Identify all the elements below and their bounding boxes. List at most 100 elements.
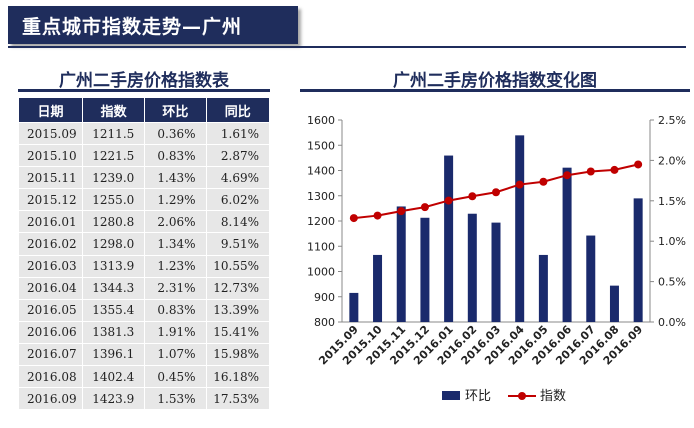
legend-marker-index <box>518 392 526 400</box>
left-tick-label: 1400 <box>307 165 335 178</box>
table-row: 2016.01 1280.8 2.06% 8.14% <box>18 210 271 234</box>
row-date: 2015.10 <box>18 144 83 168</box>
index-point <box>634 160 643 169</box>
bar-mom <box>420 217 430 322</box>
row-date: 2016.04 <box>18 276 83 300</box>
right-tick-label: 2.5% <box>658 114 686 127</box>
row-index: 1344.3 <box>81 276 146 300</box>
row-yoy: 8.14% <box>205 210 271 234</box>
row-mom: 0.45% <box>144 365 207 389</box>
legend-label-mom: 环比 <box>465 389 491 404</box>
table-title: 广州二手房价格指数表 <box>59 71 229 91</box>
row-date: 2015.09 <box>18 121 83 146</box>
row-yoy: 2.87% <box>205 144 271 168</box>
index-table: 日期 指数 环比 同比 2015.09 1211.5 0.36% 1.61% 2015.… <box>18 97 271 411</box>
row-mom: 2.06% <box>144 210 207 234</box>
bar-mom <box>562 167 572 322</box>
right-tick-label: 1.5% <box>658 195 686 208</box>
row-date: 2016.09 <box>18 387 83 411</box>
left-tick-label: 1300 <box>307 190 335 203</box>
row-date: 2016.01 <box>18 210 83 234</box>
row-yoy: 6.02% <box>205 188 271 212</box>
row-yoy: 4.69% <box>205 166 271 190</box>
bar-mom <box>444 155 454 322</box>
right-tick-label: 2.0% <box>658 154 686 167</box>
header-divider <box>8 46 686 48</box>
bar-mom <box>633 198 643 322</box>
table-row: 2016.09 1423.9 1.53% 17.53% <box>18 387 271 411</box>
bar-mom <box>396 206 406 322</box>
row-index: 1298.0 <box>81 232 146 256</box>
bar-mom <box>491 222 501 322</box>
bar-mom <box>467 213 477 322</box>
table-row: 2015.12 1255.0 1.29% 6.02% <box>18 188 271 212</box>
col-index-header: 指数 <box>81 97 146 123</box>
row-index: 1396.1 <box>81 342 146 367</box>
index-point <box>563 171 572 180</box>
row-date: 2016.02 <box>18 232 83 256</box>
page-title: 重点城市指数走势—广州 <box>22 16 243 38</box>
left-tick-label: 1100 <box>307 240 335 253</box>
row-date: 2016.07 <box>18 342 83 367</box>
row-mom: 1.91% <box>144 320 207 344</box>
index-point <box>515 180 524 189</box>
bar-mom <box>538 254 548 322</box>
right-tick-label: 1.0% <box>658 235 686 248</box>
left-tick-label: 1500 <box>307 139 335 152</box>
row-date: 2015.12 <box>18 188 83 212</box>
row-yoy: 17.53% <box>205 387 271 411</box>
index-point <box>492 188 500 197</box>
right-tick-label: 0.5% <box>658 276 686 289</box>
index-point <box>444 196 453 205</box>
row-date: 2015.11 <box>18 166 83 190</box>
bar-mom <box>586 235 596 322</box>
bar-mom <box>349 292 359 322</box>
index-point <box>586 167 595 176</box>
table-row: 2016.07 1396.1 1.07% 15.98% <box>18 342 271 367</box>
left-tick-label: 900 <box>314 291 335 304</box>
row-yoy: 12.73% <box>205 276 271 300</box>
row-yoy: 10.55% <box>205 254 271 278</box>
index-point <box>468 192 477 201</box>
index-point <box>397 207 406 216</box>
row-index: 1423.9 <box>81 387 146 411</box>
table-title-underline <box>18 89 270 92</box>
chart-title-underline <box>300 89 690 92</box>
index-point <box>420 203 429 212</box>
legend-label-index: 指数 <box>540 389 566 404</box>
row-yoy: 1.61% <box>205 121 271 146</box>
index-point <box>373 211 382 220</box>
row-index: 1221.5 <box>81 144 146 168</box>
header-bar: 重点城市指数走势—广州 <box>8 6 298 44</box>
index-point <box>349 214 358 223</box>
row-index: 1255.0 <box>81 188 146 212</box>
row-index: 1355.4 <box>81 298 146 322</box>
row-mom: 2.31% <box>144 276 207 300</box>
row-index: 1211.5 <box>81 121 146 146</box>
row-mom: 1.23% <box>144 254 207 278</box>
row-date: 2016.08 <box>18 365 83 389</box>
left-tick-label: 800 <box>314 316 335 329</box>
chart-title: 广州二手房价格指数变化图 <box>393 71 597 91</box>
bar-mom <box>373 254 383 322</box>
left-tick-label: 1000 <box>307 266 335 279</box>
right-tick-label: 0.0% <box>658 316 686 329</box>
bar-mom <box>515 135 525 322</box>
row-index: 1239.0 <box>81 166 146 190</box>
table-row: 2016.02 1298.0 1.34% 9.51% <box>18 232 271 256</box>
table-row: 2015.09 1211.5 0.36% 1.61% <box>18 121 271 146</box>
row-yoy: 9.51% <box>205 232 271 256</box>
col-date-header: 日期 <box>18 97 83 123</box>
row-mom: 0.36% <box>144 121 207 146</box>
left-tick-label: 1600 <box>307 114 335 127</box>
legend-swatch-mom <box>442 391 460 400</box>
index-point <box>610 165 619 174</box>
row-mom: 1.34% <box>144 232 207 256</box>
table-row: 2016.05 1355.4 0.83% 13.39% <box>18 298 271 322</box>
row-index: 1313.9 <box>81 254 146 278</box>
row-mom: 1.53% <box>144 387 207 411</box>
left-tick-label: 1200 <box>307 215 335 228</box>
table-row: 2015.11 1239.0 1.43% 4.69% <box>18 166 271 190</box>
row-yoy: 15.41% <box>205 320 271 344</box>
